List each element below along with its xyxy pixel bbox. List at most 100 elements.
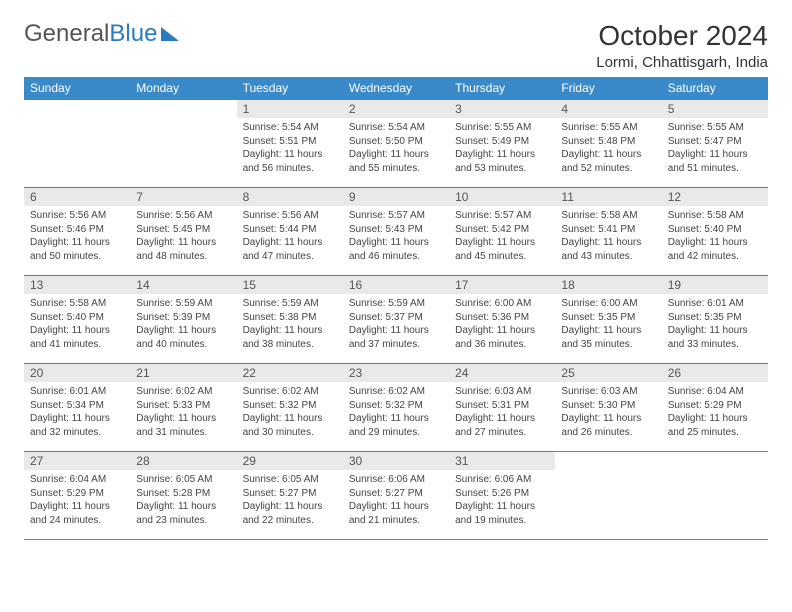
calendar-cell: 27Sunrise: 6:04 AMSunset: 5:29 PMDayligh… bbox=[24, 452, 130, 540]
day-content: Sunrise: 5:55 AMSunset: 5:47 PMDaylight:… bbox=[662, 118, 768, 179]
day-content: Sunrise: 6:00 AMSunset: 5:35 PMDaylight:… bbox=[555, 294, 661, 355]
day-content: Sunrise: 5:59 AMSunset: 5:39 PMDaylight:… bbox=[130, 294, 236, 355]
weekday-header: Saturday bbox=[662, 77, 768, 100]
title-block: October 2024 Lormi, Chhattisgarh, India bbox=[596, 20, 768, 71]
day-number: 3 bbox=[449, 100, 555, 118]
day-content: Sunrise: 5:58 AMSunset: 5:41 PMDaylight:… bbox=[555, 206, 661, 267]
day-content: Sunrise: 5:55 AMSunset: 5:48 PMDaylight:… bbox=[555, 118, 661, 179]
calendar-cell: 3Sunrise: 5:55 AMSunset: 5:49 PMDaylight… bbox=[449, 100, 555, 188]
day-number: 5 bbox=[662, 100, 768, 118]
calendar: Sunday Monday Tuesday Wednesday Thursday… bbox=[24, 77, 768, 540]
day-content: Sunrise: 5:54 AMSunset: 5:51 PMDaylight:… bbox=[237, 118, 343, 179]
month-title: October 2024 bbox=[596, 20, 768, 52]
calendar-cell: 11Sunrise: 5:58 AMSunset: 5:41 PMDayligh… bbox=[555, 188, 661, 276]
logo-text-1: General bbox=[24, 20, 109, 48]
day-number: 20 bbox=[24, 364, 130, 382]
calendar-cell: 8Sunrise: 5:56 AMSunset: 5:44 PMDaylight… bbox=[237, 188, 343, 276]
calendar-row: 27Sunrise: 6:04 AMSunset: 5:29 PMDayligh… bbox=[24, 452, 768, 540]
day-number: 19 bbox=[662, 276, 768, 294]
day-content: Sunrise: 5:58 AMSunset: 5:40 PMDaylight:… bbox=[662, 206, 768, 267]
calendar-cell: 2Sunrise: 5:54 AMSunset: 5:50 PMDaylight… bbox=[343, 100, 449, 188]
calendar-row: ....1Sunrise: 5:54 AMSunset: 5:51 PMDayl… bbox=[24, 100, 768, 188]
calendar-cell: 13Sunrise: 5:58 AMSunset: 5:40 PMDayligh… bbox=[24, 276, 130, 364]
day-content: Sunrise: 5:59 AMSunset: 5:37 PMDaylight:… bbox=[343, 294, 449, 355]
day-number: 24 bbox=[449, 364, 555, 382]
day-content: Sunrise: 5:56 AMSunset: 5:45 PMDaylight:… bbox=[130, 206, 236, 267]
weekday-header: Thursday bbox=[449, 77, 555, 100]
day-number: 2 bbox=[343, 100, 449, 118]
calendar-cell: 30Sunrise: 6:06 AMSunset: 5:27 PMDayligh… bbox=[343, 452, 449, 540]
calendar-cell: .. bbox=[24, 100, 130, 188]
calendar-cell: 9Sunrise: 5:57 AMSunset: 5:43 PMDaylight… bbox=[343, 188, 449, 276]
weekday-header: Wednesday bbox=[343, 77, 449, 100]
day-content: Sunrise: 5:58 AMSunset: 5:40 PMDaylight:… bbox=[24, 294, 130, 355]
day-number: 29 bbox=[237, 452, 343, 470]
day-number: 27 bbox=[24, 452, 130, 470]
day-content: Sunrise: 6:02 AMSunset: 5:32 PMDaylight:… bbox=[343, 382, 449, 443]
day-content: Sunrise: 6:06 AMSunset: 5:26 PMDaylight:… bbox=[449, 470, 555, 531]
calendar-cell: 6Sunrise: 5:56 AMSunset: 5:46 PMDaylight… bbox=[24, 188, 130, 276]
calendar-cell: 20Sunrise: 6:01 AMSunset: 5:34 PMDayligh… bbox=[24, 364, 130, 452]
day-content: Sunrise: 5:56 AMSunset: 5:44 PMDaylight:… bbox=[237, 206, 343, 267]
weekday-header: Friday bbox=[555, 77, 661, 100]
calendar-row: 13Sunrise: 5:58 AMSunset: 5:40 PMDayligh… bbox=[24, 276, 768, 364]
day-number: 6 bbox=[24, 188, 130, 206]
calendar-cell: .. bbox=[662, 452, 768, 540]
weekday-header: Sunday bbox=[24, 77, 130, 100]
day-number: 28 bbox=[130, 452, 236, 470]
calendar-cell: 15Sunrise: 5:59 AMSunset: 5:38 PMDayligh… bbox=[237, 276, 343, 364]
day-number: 9 bbox=[343, 188, 449, 206]
calendar-cell: 23Sunrise: 6:02 AMSunset: 5:32 PMDayligh… bbox=[343, 364, 449, 452]
day-number: 26 bbox=[662, 364, 768, 382]
location: Lormi, Chhattisgarh, India bbox=[596, 54, 768, 71]
weekday-header-row: Sunday Monday Tuesday Wednesday Thursday… bbox=[24, 77, 768, 100]
day-number: 14 bbox=[130, 276, 236, 294]
day-content: Sunrise: 6:05 AMSunset: 5:28 PMDaylight:… bbox=[130, 470, 236, 531]
calendar-cell: 5Sunrise: 5:55 AMSunset: 5:47 PMDaylight… bbox=[662, 100, 768, 188]
calendar-cell: 7Sunrise: 5:56 AMSunset: 5:45 PMDaylight… bbox=[130, 188, 236, 276]
day-content: Sunrise: 6:03 AMSunset: 5:30 PMDaylight:… bbox=[555, 382, 661, 443]
logo-icon bbox=[161, 27, 179, 41]
calendar-cell: 19Sunrise: 6:01 AMSunset: 5:35 PMDayligh… bbox=[662, 276, 768, 364]
day-number: 8 bbox=[237, 188, 343, 206]
day-content: Sunrise: 5:55 AMSunset: 5:49 PMDaylight:… bbox=[449, 118, 555, 179]
day-content: Sunrise: 6:03 AMSunset: 5:31 PMDaylight:… bbox=[449, 382, 555, 443]
day-content: Sunrise: 5:57 AMSunset: 5:43 PMDaylight:… bbox=[343, 206, 449, 267]
calendar-cell: 24Sunrise: 6:03 AMSunset: 5:31 PMDayligh… bbox=[449, 364, 555, 452]
calendar-row: 20Sunrise: 6:01 AMSunset: 5:34 PMDayligh… bbox=[24, 364, 768, 452]
day-number: 16 bbox=[343, 276, 449, 294]
day-number: 18 bbox=[555, 276, 661, 294]
calendar-cell: 26Sunrise: 6:04 AMSunset: 5:29 PMDayligh… bbox=[662, 364, 768, 452]
day-content: Sunrise: 5:54 AMSunset: 5:50 PMDaylight:… bbox=[343, 118, 449, 179]
day-number: 17 bbox=[449, 276, 555, 294]
day-content: Sunrise: 5:59 AMSunset: 5:38 PMDaylight:… bbox=[237, 294, 343, 355]
day-number: 12 bbox=[662, 188, 768, 206]
day-content: Sunrise: 6:02 AMSunset: 5:33 PMDaylight:… bbox=[130, 382, 236, 443]
calendar-cell: 22Sunrise: 6:02 AMSunset: 5:32 PMDayligh… bbox=[237, 364, 343, 452]
weekday-header: Tuesday bbox=[237, 77, 343, 100]
day-number: 7 bbox=[130, 188, 236, 206]
day-content: Sunrise: 6:01 AMSunset: 5:35 PMDaylight:… bbox=[662, 294, 768, 355]
header: GeneralBlue October 2024 Lormi, Chhattis… bbox=[24, 20, 768, 71]
calendar-cell: 31Sunrise: 6:06 AMSunset: 5:26 PMDayligh… bbox=[449, 452, 555, 540]
day-number: 23 bbox=[343, 364, 449, 382]
calendar-cell: .. bbox=[555, 452, 661, 540]
calendar-cell: 14Sunrise: 5:59 AMSunset: 5:39 PMDayligh… bbox=[130, 276, 236, 364]
day-number: 1 bbox=[237, 100, 343, 118]
calendar-cell: 29Sunrise: 6:05 AMSunset: 5:27 PMDayligh… bbox=[237, 452, 343, 540]
calendar-cell: 4Sunrise: 5:55 AMSunset: 5:48 PMDaylight… bbox=[555, 100, 661, 188]
calendar-row: 6Sunrise: 5:56 AMSunset: 5:46 PMDaylight… bbox=[24, 188, 768, 276]
day-number: 11 bbox=[555, 188, 661, 206]
day-number: 25 bbox=[555, 364, 661, 382]
calendar-cell: 10Sunrise: 5:57 AMSunset: 5:42 PMDayligh… bbox=[449, 188, 555, 276]
calendar-cell: 28Sunrise: 6:05 AMSunset: 5:28 PMDayligh… bbox=[130, 452, 236, 540]
calendar-cell: 1Sunrise: 5:54 AMSunset: 5:51 PMDaylight… bbox=[237, 100, 343, 188]
day-content: Sunrise: 5:56 AMSunset: 5:46 PMDaylight:… bbox=[24, 206, 130, 267]
day-content: Sunrise: 6:04 AMSunset: 5:29 PMDaylight:… bbox=[24, 470, 130, 531]
day-content: Sunrise: 5:57 AMSunset: 5:42 PMDaylight:… bbox=[449, 206, 555, 267]
weekday-header: Monday bbox=[130, 77, 236, 100]
calendar-cell: 17Sunrise: 6:00 AMSunset: 5:36 PMDayligh… bbox=[449, 276, 555, 364]
day-content: Sunrise: 6:05 AMSunset: 5:27 PMDaylight:… bbox=[237, 470, 343, 531]
day-number: 21 bbox=[130, 364, 236, 382]
logo: GeneralBlue bbox=[24, 20, 179, 48]
